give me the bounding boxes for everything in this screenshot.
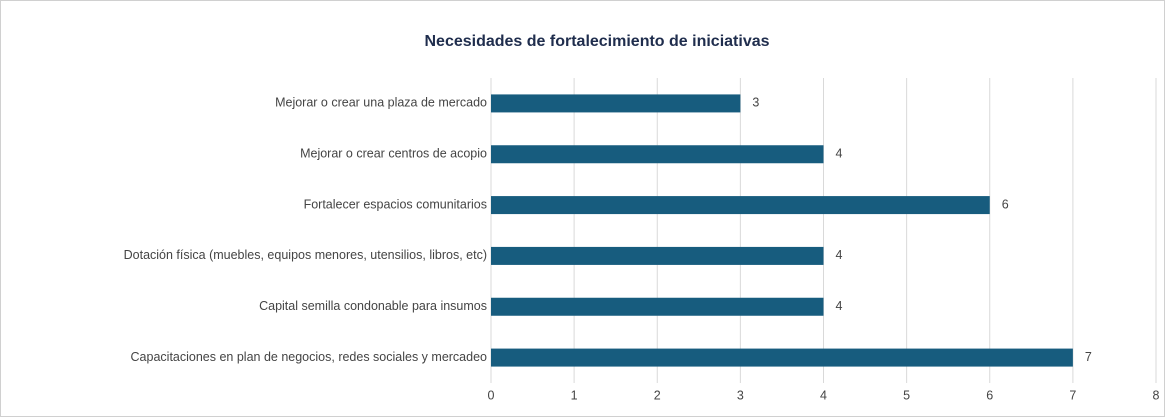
bar <box>491 196 990 215</box>
x-tick-label: 1 <box>571 388 578 402</box>
y-tick-label: Fortalecer espacios comunitarios <box>304 197 487 211</box>
x-tick-label: 2 <box>654 388 661 402</box>
bar <box>491 297 824 316</box>
chart-title: Necesidades de fortalecimiento de inicia… <box>424 33 769 50</box>
x-tick-label: 4 <box>820 388 827 402</box>
data-label: 4 <box>836 147 843 161</box>
bar <box>491 348 1073 367</box>
y-tick-label: Dotación física (muebles, equipos menore… <box>124 248 487 262</box>
y-tick-label: Capacitaciones en plan de negocios, rede… <box>131 350 488 364</box>
bar <box>491 145 824 164</box>
data-label: 3 <box>752 96 759 110</box>
y-tick-label: Mejorar o crear una plaza de mercado <box>275 96 487 110</box>
data-label: 4 <box>836 248 843 262</box>
data-label: 7 <box>1085 350 1092 364</box>
x-tick-label: 5 <box>903 388 910 402</box>
bar <box>491 94 741 113</box>
x-tick-label: 0 <box>488 388 495 402</box>
y-tick-label: Mejorar o crear centros de acopio <box>300 147 487 161</box>
data-label: 6 <box>1002 197 1009 211</box>
x-tick-label: 3 <box>737 388 744 402</box>
y-tick-label: Capital semilla condonable para insumos <box>259 299 487 313</box>
data-label: 4 <box>836 299 843 313</box>
x-tick-label: 8 <box>1153 388 1160 402</box>
x-tick-label: 6 <box>986 388 993 402</box>
bar <box>491 246 824 265</box>
x-tick-label: 7 <box>1069 388 1076 402</box>
